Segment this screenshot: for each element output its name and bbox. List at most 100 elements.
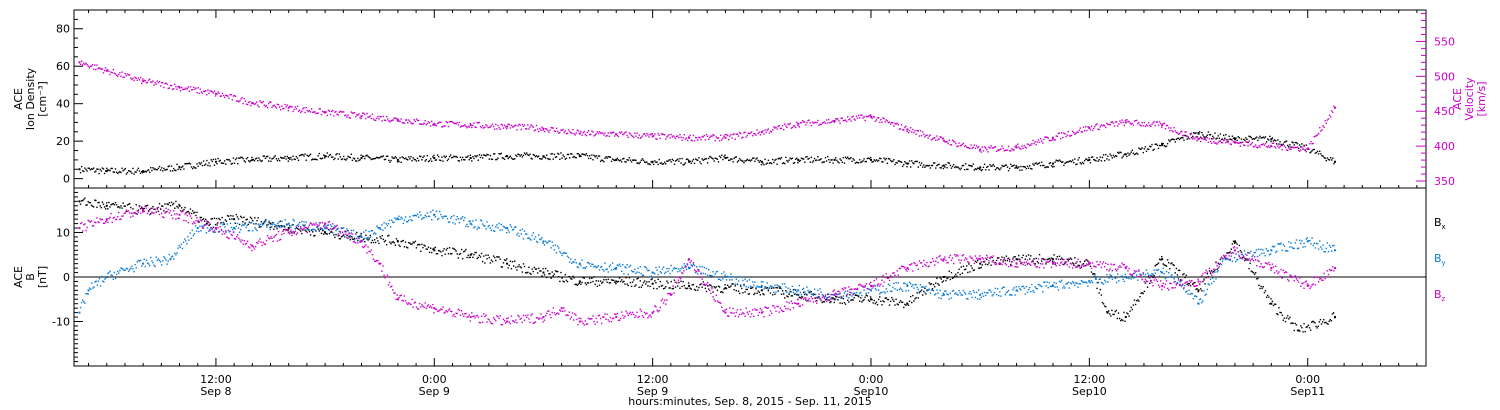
bx-trace-dot: [1296, 329, 1299, 332]
bx-trace-dot: [598, 284, 601, 286]
bx-trace-dot: [333, 234, 335, 236]
density-trace-dot: [1194, 132, 1196, 135]
bx-trace-dot: [98, 201, 100, 204]
by-trace-dot: [344, 236, 346, 238]
by-trace-dot: [467, 226, 469, 228]
velocity-trace-dot: [1143, 121, 1146, 124]
by-trace-dot: [473, 226, 475, 229]
by-trace-dot: [511, 229, 514, 231]
bz-trace-dot: [120, 218, 122, 220]
bx-trace-dot: [1059, 258, 1062, 261]
velocity-trace-dot: [126, 73, 129, 75]
by-trace-dot: [955, 292, 957, 294]
velocity-trace-dot: [645, 135, 647, 137]
velocity-trace-dot: [671, 136, 674, 138]
density-trace-dot: [643, 161, 646, 163]
bx-trace-dot: [1283, 317, 1286, 319]
by-trace-dot: [451, 215, 453, 218]
velocity-trace-dot: [1118, 123, 1120, 125]
velocity-trace-dot: [476, 121, 478, 124]
bx-trace-dot: [852, 299, 854, 301]
velocity-trace-dot: [338, 111, 341, 113]
velocity-trace-dot: [481, 125, 484, 127]
density-trace-dot: [504, 155, 507, 158]
velocity-trace-dot: [1149, 124, 1151, 127]
density-trace-dot: [670, 161, 672, 163]
density-trace-dot: [655, 161, 657, 164]
bx-trace-dot: [1206, 273, 1208, 275]
by-trace-dot: [360, 234, 362, 236]
density-trace-dot: [581, 153, 583, 155]
by-trace-dot: [1255, 249, 1258, 251]
bx-trace-dot: [356, 231, 358, 234]
density-trace-dot: [102, 168, 105, 170]
bx-trace-dot: [860, 297, 862, 299]
bx-trace-dot: [774, 293, 776, 295]
by-trace-dot: [1055, 282, 1057, 285]
by-trace-dot: [1080, 280, 1083, 282]
velocity-trace-dot: [607, 132, 609, 134]
bx-trace-dot: [210, 218, 212, 220]
velocity-trace-dot: [1269, 146, 1271, 149]
velocity-trace-dot: [277, 104, 280, 106]
velocity-trace-dot: [405, 119, 408, 121]
density-trace-dot: [1183, 139, 1185, 141]
density-trace-dot: [825, 160, 828, 162]
bx-trace-dot: [245, 219, 247, 221]
density-trace-dot: [220, 162, 223, 164]
density-trace-dot: [906, 165, 908, 168]
bx-trace-dot: [369, 234, 371, 237]
density-trace-dot: [366, 154, 368, 156]
by-trace-dot: [219, 222, 222, 225]
by-trace-dot: [553, 249, 556, 251]
by-trace-dot: [400, 216, 402, 218]
velocity-trace-dot: [183, 88, 185, 91]
velocity-trace-dot: [916, 130, 918, 132]
density-trace-dot: [209, 165, 211, 167]
density-trace-dot: [524, 153, 527, 156]
density-trace-dot: [316, 159, 318, 161]
bx-trace-dot: [417, 243, 420, 246]
density-trace-dot: [656, 161, 658, 163]
velocity-trace-dot: [695, 137, 698, 139]
by-trace-dot: [1090, 280, 1093, 282]
velocity-trace-dot: [1186, 135, 1188, 137]
density-trace-dot: [376, 156, 378, 159]
density-trace-dot: [1107, 155, 1109, 158]
density-trace-dot: [511, 158, 514, 160]
bx-trace-dot: [995, 259, 998, 262]
bz-trace-dot: [116, 216, 119, 218]
by-trace-dot: [716, 270, 719, 273]
density-trace-dot: [1215, 138, 1217, 140]
bx-trace-dot: [376, 237, 378, 239]
density-trace-dot: [734, 156, 736, 158]
density-trace-dot: [522, 154, 525, 157]
density-trace-dot: [955, 165, 957, 168]
velocity-trace-dot: [1038, 141, 1041, 143]
bx-trace-dot: [1312, 320, 1314, 323]
bx-trace-dot: [709, 284, 711, 286]
bx-trace-dot: [666, 280, 668, 282]
density-trace-dot: [674, 160, 677, 162]
by-trace-dot: [606, 268, 608, 270]
bx-trace-dot: [944, 275, 946, 278]
velocity-trace-dot: [759, 134, 762, 136]
velocity-trace-dot: [325, 111, 327, 113]
density-trace-dot: [1217, 135, 1219, 137]
density-trace-dot: [777, 158, 779, 160]
by-trace-dot: [994, 287, 997, 290]
velocity-trace-dot: [1244, 144, 1246, 147]
by-trace-dot: [673, 267, 676, 269]
by-trace-dot: [1086, 282, 1088, 284]
bx-trace-dot: [636, 278, 638, 280]
velocity-trace-dot: [1175, 131, 1178, 134]
by-trace-dot: [1024, 293, 1027, 295]
bx-trace-dot: [1319, 319, 1322, 321]
bx-trace-dot: [833, 301, 835, 304]
density-trace-dot: [1175, 138, 1178, 141]
by-trace-dot: [336, 228, 338, 230]
velocity-trace-dot: [95, 68, 97, 71]
velocity-trace-dot: [378, 118, 380, 120]
by-trace-dot: [744, 278, 746, 280]
velocity-trace-dot: [564, 130, 567, 132]
